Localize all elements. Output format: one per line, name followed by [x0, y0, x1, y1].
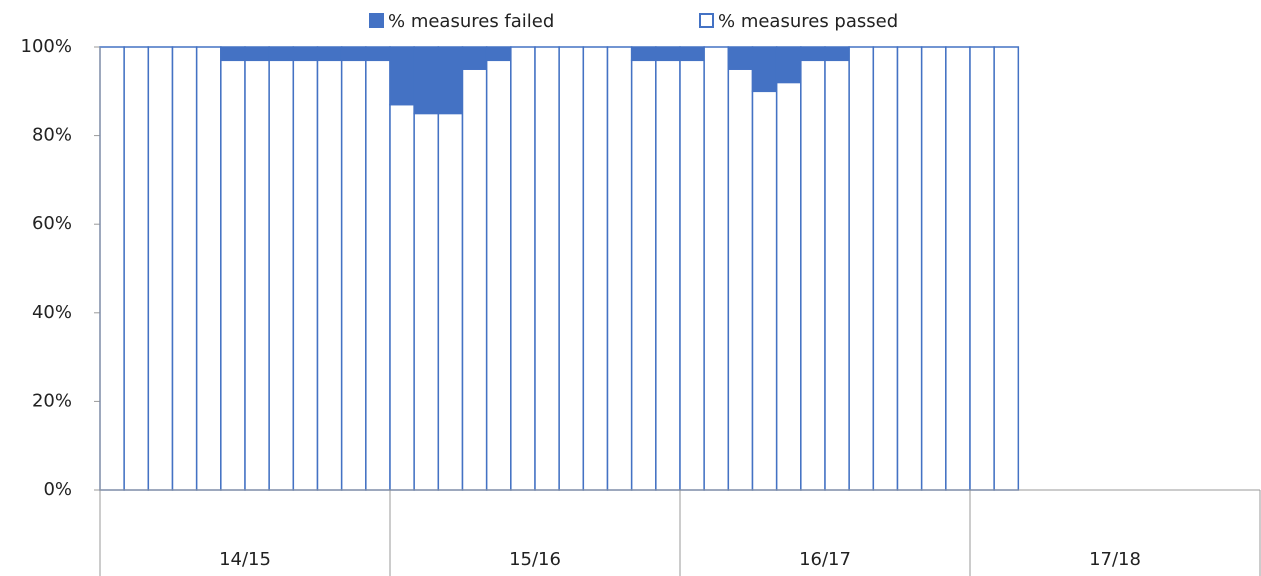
bar-segment [99, 46, 125, 491]
bar-segment [485, 46, 512, 62]
bar-segment [703, 46, 730, 491]
bar-segment [824, 59, 850, 491]
bar-segment [679, 46, 705, 62]
bar-segment [558, 46, 585, 491]
bar-segment [655, 59, 681, 491]
bar-segment [461, 68, 488, 491]
legend-swatch [699, 13, 714, 28]
bar-segment [727, 46, 754, 70]
x-group-label: 16/17 [799, 549, 851, 570]
bar-segment [751, 46, 778, 93]
bar-segment [437, 46, 464, 115]
bar-segment [800, 59, 826, 491]
x-group-label: 15/16 [509, 549, 561, 570]
y-tick-label: 20% [32, 390, 72, 411]
y-tick-label: 0% [43, 479, 72, 500]
bar-segment [920, 46, 947, 491]
bar-segment [896, 46, 923, 491]
bar-segment [268, 46, 295, 62]
y-tick-label: 100% [21, 36, 72, 57]
bar-segment [437, 112, 464, 491]
y-tick-label: 60% [32, 213, 72, 234]
bar-segment [171, 46, 198, 491]
x-group-label: 17/18 [1089, 549, 1141, 570]
legend-swatch [369, 13, 384, 28]
bar-segment [195, 46, 222, 491]
bar-segment [389, 46, 415, 106]
bar-segment [993, 46, 1020, 491]
bar-segment [824, 46, 850, 62]
bar-segment [969, 46, 995, 491]
bar-segment [147, 46, 174, 491]
bar-segment [220, 46, 246, 62]
bar-segment [775, 81, 802, 491]
bar-segment [485, 59, 512, 491]
bar-segment [365, 59, 391, 491]
bar-segment [630, 59, 657, 491]
bar-segment [945, 46, 971, 491]
bar-segment [340, 46, 367, 62]
bar-segment [751, 90, 778, 491]
bar-segment [220, 59, 246, 491]
bar-segment [123, 46, 150, 491]
y-tick-label: 40% [32, 302, 72, 323]
bar-segment [679, 59, 705, 491]
bar-segment [727, 68, 754, 491]
bar-segment [292, 59, 319, 491]
bar-segment [872, 46, 899, 491]
bar-segment [461, 46, 488, 70]
bar-segment [534, 46, 560, 491]
bar-segment [848, 46, 875, 491]
bar-segment [316, 59, 343, 491]
bar-segment [582, 46, 609, 491]
x-group-label: 14/15 [219, 549, 271, 570]
bar-segment [510, 46, 536, 491]
bar-segment [365, 46, 391, 62]
bar-segment [244, 59, 270, 491]
bar-segment [316, 46, 343, 62]
legend-label: % measures failed [388, 11, 554, 32]
bar-segment [655, 46, 681, 62]
bar-segment [775, 46, 802, 84]
bar-segment [606, 46, 633, 491]
bar-segment [268, 59, 295, 491]
y-tick-label: 80% [32, 125, 72, 146]
legend-label: % measures passed [718, 11, 898, 32]
bar-segment [630, 46, 657, 62]
bar-segment [389, 103, 415, 491]
bar-segment [244, 46, 270, 62]
bar-segment [800, 46, 826, 62]
bar-segment [413, 112, 440, 491]
bar-segment [292, 46, 319, 62]
bar-segment [413, 46, 440, 115]
bar-segment [340, 59, 367, 491]
